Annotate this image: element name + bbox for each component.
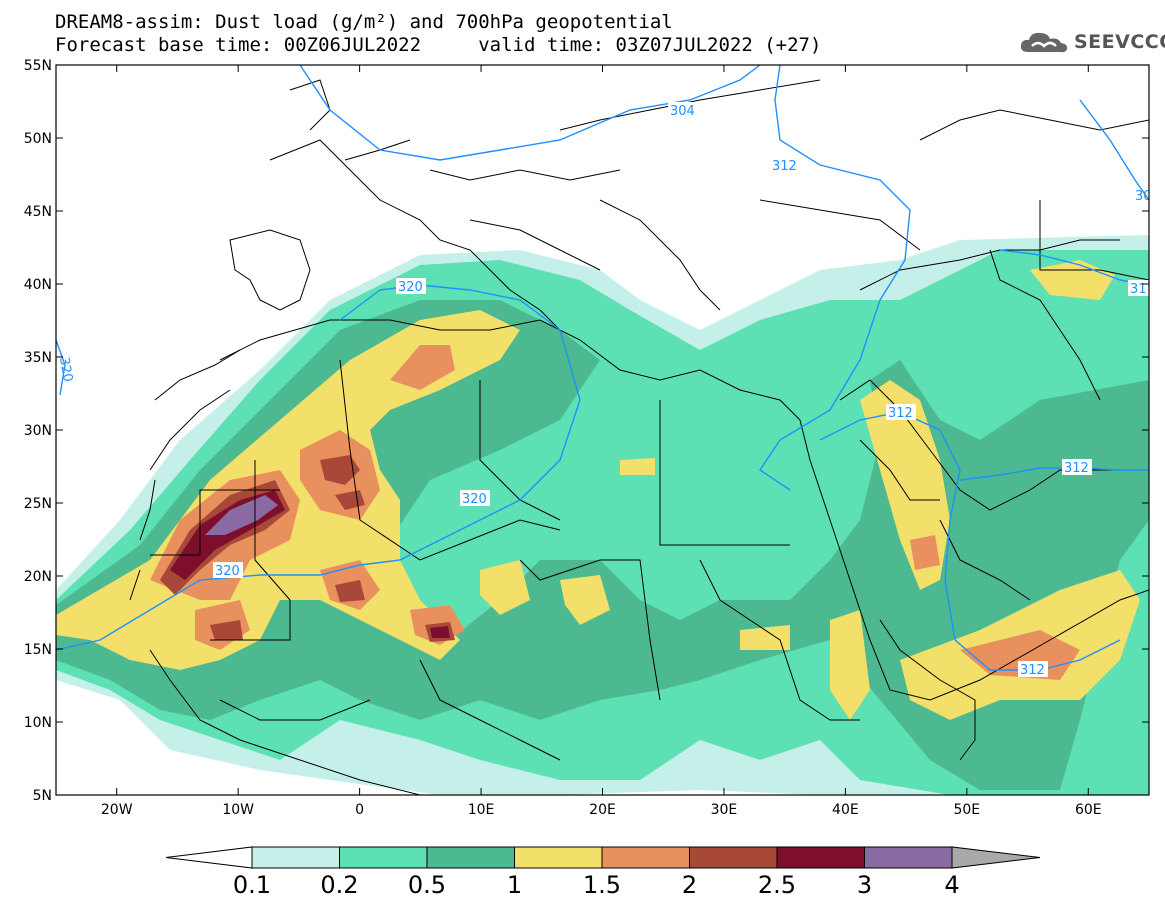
lon-label: 10W (222, 802, 254, 818)
longitude-axis: 20W 10W 0 10E 20E 30E 40E 50E 60E (101, 65, 1102, 818)
latitude-axis: 55N 50N 45N 40N 35N 30N 25N 20N 15N 10N 5N (24, 58, 1149, 804)
colorbar-label: 3 (857, 871, 872, 899)
colorbar-swatch (251, 846, 340, 869)
contour-labels: 304 312 320 320 320 320 312 312 312 31 3… (56, 102, 1152, 678)
colorbar-label: 0.5 (408, 871, 446, 899)
contour-label-320-edge: 320 (56, 356, 75, 383)
colorbar-label: 1.5 (583, 871, 621, 899)
contour-label-320-med: 320 (398, 280, 423, 295)
lat-label: 30N (24, 423, 52, 439)
lat-label: 15N (24, 642, 52, 658)
colorbar-label: 2 (682, 871, 697, 899)
colorbar-swatch (864, 846, 953, 869)
colorbar-swatch (339, 846, 428, 869)
map-area: 304 312 320 320 320 320 312 312 312 31 3… (56, 65, 1152, 795)
lon-label: 60E (1075, 802, 1102, 818)
lat-label: 35N (24, 350, 52, 366)
colorbar-label: 0.2 (320, 871, 358, 899)
logo-text: SEEVCCC (1074, 31, 1165, 53)
lat-label: 50N (24, 131, 52, 147)
colorbar-label: 1 (507, 871, 522, 899)
colorbar-swatch (426, 846, 515, 869)
lon-label: 50E (953, 802, 980, 818)
lon-label: 20W (101, 802, 133, 818)
contour-label-312-arabia: 312 (888, 406, 913, 421)
lat-label: 40N (24, 277, 52, 293)
colorbar-label: 0.1 (233, 871, 271, 899)
colorbar-label: 2.5 (758, 871, 796, 899)
lat-label: 45N (24, 204, 52, 220)
colorbar-swatch (776, 846, 865, 869)
lat-label: 5N (33, 788, 52, 804)
contour-label-320-west: 320 (215, 564, 240, 579)
map-subtitle: Forecast base time: 00Z06JUL2022 valid t… (55, 34, 822, 56)
contour-label-320-central: 320 (462, 492, 487, 507)
contour-label-30-edge: 30 (1135, 189, 1152, 204)
colorbar: 0.1 0.2 0.5 1 1.5 2 2.5 3 4 (165, 846, 1041, 899)
colorbar-label: 4 (944, 871, 959, 899)
contour-label-31-edge: 31 (1130, 282, 1147, 297)
colorbar-low-arrow (165, 846, 253, 869)
lon-label: 30E (711, 802, 738, 818)
colorbar-swatch (514, 846, 603, 869)
colorbar-swatch (601, 846, 690, 869)
map-title: DREAM8-assim: Dust load (g/m²) and 700hP… (55, 11, 673, 33)
lat-label: 25N (24, 496, 52, 512)
lon-label: 10E (468, 802, 495, 818)
contour-label-312-iran: 312 (1064, 461, 1089, 476)
lat-label: 20N (24, 569, 52, 585)
lat-label: 10N (24, 715, 52, 731)
contour-label-312-arabian-sea: 312 (1020, 663, 1045, 678)
lon-label: 40E (832, 802, 859, 818)
cloud-icon (1020, 32, 1068, 53)
lon-label: 0 (355, 802, 364, 818)
seevccc-logo: SEEVCCC (1018, 28, 1165, 56)
lon-label: 20E (589, 802, 616, 818)
dust-layer-3 (205, 495, 278, 535)
contour-label-304: 304 (670, 104, 695, 119)
contour-label-312-north: 312 (772, 159, 797, 174)
colorbar-high-arrow (951, 846, 1041, 869)
colorbar-swatch (689, 846, 778, 869)
lat-label: 55N (24, 58, 52, 74)
